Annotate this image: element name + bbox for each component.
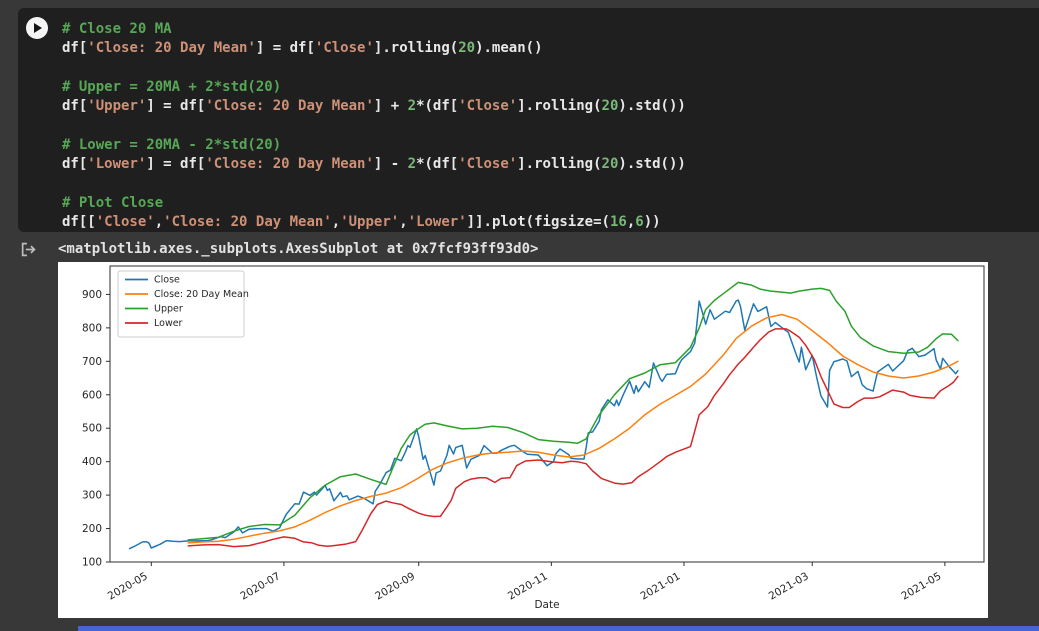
x-tick-label: 2020-07 <box>238 570 282 602</box>
code-line <box>62 59 1031 78</box>
legend-label: Close <box>154 275 180 286</box>
series-line-close <box>128 299 959 550</box>
code-line: # Upper = 20MA + 2*std(20) <box>62 78 282 95</box>
y-tick-label: 900 <box>82 289 102 301</box>
code-line: # Plot Close <box>62 194 164 211</box>
plot-frame <box>109 265 985 563</box>
y-tick-label: 100 <box>82 557 102 569</box>
legend-label: Upper <box>154 304 183 315</box>
run-cell-button[interactable] <box>26 17 48 39</box>
y-tick-label: 300 <box>82 490 102 502</box>
code-editor[interactable]: # Close 20 MA df['Close: 20 Day Mean'] = … <box>62 20 1031 232</box>
series-line-close-20-day-mean <box>187 313 959 544</box>
bottom-blue-strip <box>78 626 1039 631</box>
series-line-upper <box>187 281 959 541</box>
y-tick-label: 200 <box>82 523 102 535</box>
cell-output-row: <matplotlib.axes._subplots.AxesSubplot a… <box>20 239 538 259</box>
y-axis: 100 200 300 400 500 600 700 800 900 <box>82 289 110 569</box>
legend-label: Close: 20 Day Mean <box>154 289 249 300</box>
play-icon <box>34 23 42 33</box>
y-tick-label: 700 <box>82 356 102 368</box>
code-line: df['Close: 20 Day Mean'] = df['Close'].r… <box>62 40 543 57</box>
x-tick-label: 2021-01 <box>638 570 682 602</box>
x-tick-label: 2020-05 <box>106 570 150 602</box>
y-tick-label: 500 <box>82 423 102 435</box>
y-tick-label: 600 <box>82 389 102 401</box>
legend-box <box>117 270 245 338</box>
code-line: df['Upper'] = df['Close: 20 Day Mean'] +… <box>62 98 686 115</box>
code-line: df[['Close','Close: 20 Day Mean','Upper'… <box>62 213 661 230</box>
chart-legend: Close Close: 20 Day Mean Upper Lower <box>117 270 249 338</box>
x-tick-label: 2020-09 <box>373 570 417 602</box>
x-axis: 2020-05 2020-07 2020-09 2020-11 2021-01 2021-… <box>106 562 946 603</box>
x-axis-label: Date <box>534 599 559 611</box>
output-text: <matplotlib.axes._subplots.AxesSubplot a… <box>58 241 539 257</box>
series-line-lower <box>187 328 959 548</box>
legend-label: Lower <box>154 318 183 329</box>
code-line <box>62 116 1031 135</box>
code-cell: # Close 20 MA df['Close: 20 Day Mean'] = … <box>18 8 1039 232</box>
y-tick-label: 800 <box>82 322 102 334</box>
chart-figure: 100 200 300 400 500 600 700 800 900 2020-05 2020-0… <box>58 262 988 618</box>
code-line: # Close 20 MA <box>62 21 172 37</box>
x-tick-label: 2021-05 <box>899 570 943 602</box>
y-tick-label: 400 <box>82 456 102 468</box>
code-line: df['Lower'] = df['Close: 20 Day Mean'] -… <box>62 156 686 173</box>
x-tick-label: 2020-11 <box>506 570 550 602</box>
code-line: # Lower = 20MA - 2*std(20) <box>62 136 282 153</box>
x-tick-label: 2021-03 <box>767 570 811 602</box>
output-to-icon <box>21 242 36 256</box>
code-line <box>62 174 1031 193</box>
